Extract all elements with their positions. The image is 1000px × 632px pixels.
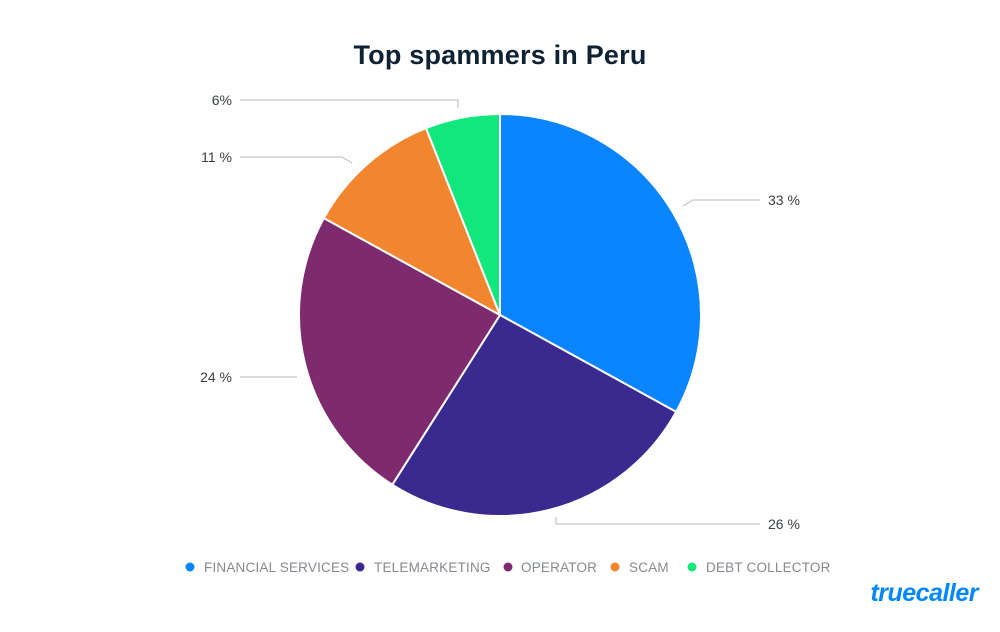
legend-marker-debt-collector — [687, 562, 697, 572]
legend-label-telemarketing: TELEMARKETING — [374, 560, 491, 575]
legend-marker-scam — [610, 562, 620, 572]
truecaller-logo: truecaller — [870, 579, 978, 607]
legend: FINANCIAL SERVICES TELEMARKETING OPERATOR S… — [185, 560, 831, 575]
data-labels: 33 % 26 % 24 % 11 % 6% — [200, 92, 800, 532]
data-label-telemarketing: 26 % — [768, 516, 800, 532]
pie-slice-financial-services — [499, 113, 702, 413]
legend-label-operator: OPERATOR — [521, 560, 597, 575]
pie-slice-debt-collector — [425, 113, 501, 316]
legend-item-telemarketing: TELEMARKETING — [355, 560, 491, 575]
leader-line-telemarketing — [555, 517, 760, 525]
legend-item-scam: SCAM — [610, 560, 669, 575]
pie-slice-telemarketing — [391, 314, 678, 517]
pie-slice-operator — [298, 217, 501, 486]
legend-label-financial-services: FINANCIAL SERVICES — [204, 560, 349, 575]
leader-line-debt-collector — [240, 99, 459, 108]
legend-item-debt-collector: DEBT COLLECTOR — [687, 560, 831, 575]
data-label-financial-services: 33 % — [768, 192, 800, 208]
pie-slices — [298, 113, 702, 517]
legend-marker-financial-services — [185, 562, 195, 572]
legend-item-operator: OPERATOR — [503, 560, 597, 575]
legend-label-scam: SCAM — [629, 560, 669, 575]
data-label-scam: 11 % — [201, 149, 232, 165]
legend-marker-telemarketing — [355, 562, 365, 572]
leader-line-financial-services — [682, 199, 760, 207]
chart-title: Top spammers in Peru — [353, 40, 647, 70]
leader-lines — [240, 99, 760, 525]
data-label-operator: 24 % — [200, 369, 232, 385]
legend-item-financial-services: FINANCIAL SERVICES — [185, 560, 349, 575]
leader-line-scam — [240, 156, 353, 164]
pie-slice-scam — [322, 127, 501, 316]
legend-label-debt-collector: DEBT COLLECTOR — [706, 560, 831, 575]
data-label-debt-collector: 6% — [212, 92, 232, 108]
legend-marker-operator — [503, 562, 513, 572]
